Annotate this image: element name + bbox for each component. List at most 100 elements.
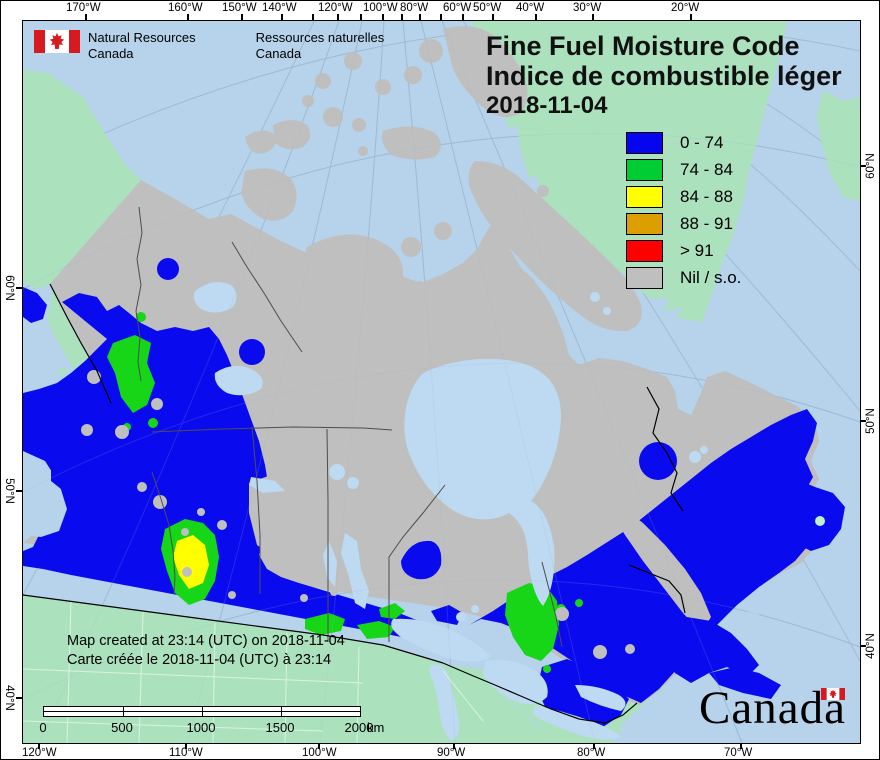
map-title: Fine Fuel Moisture Code Indice de combus… (486, 31, 842, 121)
wordmark-text: Canada (699, 682, 846, 734)
graticule-overlay (23, 21, 860, 743)
graticule-tick (16, 490, 22, 492)
scale-bar-tick-label: 1500 (265, 720, 295, 735)
legend-label: 84 - 88 (680, 186, 733, 206)
signature-text-fr: Ressources naturelles Canada (255, 30, 385, 61)
legend-swatch (626, 212, 663, 235)
graticule-tick (337, 14, 339, 20)
graticule-label: 80°W (577, 747, 606, 759)
legend-label: 74 - 84 (680, 159, 733, 179)
graticule-label: 100°W (363, 2, 398, 14)
graticule-label: 160°W (168, 2, 203, 14)
title-fr: Indice de combustible léger (486, 61, 842, 91)
legend-swatch (626, 158, 663, 181)
legend-item: 74 - 84 (626, 158, 733, 181)
legend-swatch (626, 239, 663, 262)
graticule-label: 80°W (400, 2, 429, 14)
graticule-tick (382, 14, 384, 20)
graticule-label: 170°W (66, 2, 101, 14)
graticule-tick (401, 14, 403, 20)
scale-bar-tick-label: 1000 (186, 720, 216, 735)
legend-swatch (626, 185, 663, 208)
graticule-tick (860, 165, 866, 167)
graticule-label: 40°N (865, 633, 877, 659)
graticule-tick (241, 14, 243, 20)
legend-label: > 91 (680, 240, 714, 260)
scale-bar-tick-label: 500 (111, 720, 133, 735)
graticule-label: 50°N (3, 478, 15, 504)
graticule-label: 40°N (3, 685, 15, 711)
graticule-tick (187, 14, 189, 20)
nil-holes (81, 370, 711, 659)
graticule-label: 150°W (222, 2, 257, 14)
graticule-tick (492, 14, 494, 20)
graticule-label: 60°W (443, 2, 472, 14)
scale-bar-graphic (43, 706, 361, 717)
scale-bar-labels: 0 500 1000 1500 2000 km (39, 717, 384, 735)
state-lines (23, 600, 484, 743)
graticule-tick (593, 743, 595, 749)
graticule-tick (16, 287, 22, 289)
graticule-label: 70°W (724, 747, 753, 759)
created-note-en: Map created at 23:14 (UTC) on 2018-11-04 (67, 633, 345, 649)
graticule-tick (860, 645, 866, 647)
ffmc-yellow-region (173, 535, 209, 589)
legend-swatch (626, 131, 663, 154)
graticule-label: 50°N (865, 408, 877, 434)
graticule-label: 30°W (573, 2, 602, 14)
legend-item: 88 - 91 (626, 212, 733, 235)
graticule-tick (85, 14, 87, 20)
graticule-tick (453, 743, 455, 749)
graticule-label: 40°W (516, 2, 545, 14)
graticule-label: 120°W (318, 2, 353, 14)
graticule-tick (740, 743, 742, 749)
created-note-fr: Carte créée le 2018-11-04 (UTC) à 23:14 (67, 652, 332, 668)
canada-wordmark: Canada (699, 681, 846, 735)
graticule-tick (860, 420, 866, 422)
legend-item: 0 - 74 (626, 131, 724, 154)
legend-item: Nil / s.o. (626, 266, 741, 289)
lakes-and-bays (193, 282, 708, 741)
graticule-label: 110°W (169, 747, 203, 759)
coastal-islands (29, 451, 845, 699)
nrcan-signature: Natural Resources Canada Ressources natu… (34, 30, 384, 62)
graticule-label: 50°W (473, 2, 502, 14)
graticule-tick (360, 14, 362, 20)
map-canvas (23, 21, 860, 743)
legend-label: 88 - 91 (680, 213, 733, 233)
country-borders (23, 283, 686, 724)
graticule-label: 90°W (437, 747, 466, 759)
scale-bar-unit: km (367, 720, 385, 735)
graticule-tick (38, 743, 40, 749)
graticule-tick (281, 14, 283, 20)
graticule-tick (690, 14, 692, 20)
signature-text-en: Natural Resources Canada (88, 30, 196, 61)
canada-flag-icon (34, 30, 80, 53)
legend-item: > 91 (626, 239, 714, 262)
graticule-tick (419, 14, 421, 20)
graticule-label: 60°N (865, 153, 877, 179)
graticule-label: 120°W (22, 747, 57, 759)
scale-bar-tick-label: 0 (39, 720, 47, 735)
legend-label: 0 - 74 (680, 132, 724, 152)
scale-bar: 0 500 1000 1500 2000 km (39, 706, 384, 735)
graticule-label: 60°N (3, 275, 15, 301)
scale-bar-tick-label: 2000 (344, 720, 374, 735)
province-borders (135, 206, 563, 648)
legend-item: 84 - 88 (626, 185, 733, 208)
created-note: Map created at 23:14 (UTC) on 2018-11-04… (67, 632, 345, 670)
title-en: Fine Fuel Moisture Code (486, 31, 800, 61)
graticule-tick (592, 14, 594, 20)
graticule-tick (535, 14, 537, 20)
graticule-tick (185, 743, 187, 749)
graticule-label: 20°W (671, 2, 700, 14)
graticule-tick (312, 14, 314, 20)
map-frame (22, 20, 861, 744)
graticule-label: 140°W (262, 2, 297, 14)
graticule-tick (16, 697, 22, 699)
graticule-tick (318, 743, 320, 749)
graticule-tick (462, 14, 464, 20)
title-date: 2018-11-04 (486, 92, 608, 119)
graticule-label: 100°W (302, 747, 337, 759)
